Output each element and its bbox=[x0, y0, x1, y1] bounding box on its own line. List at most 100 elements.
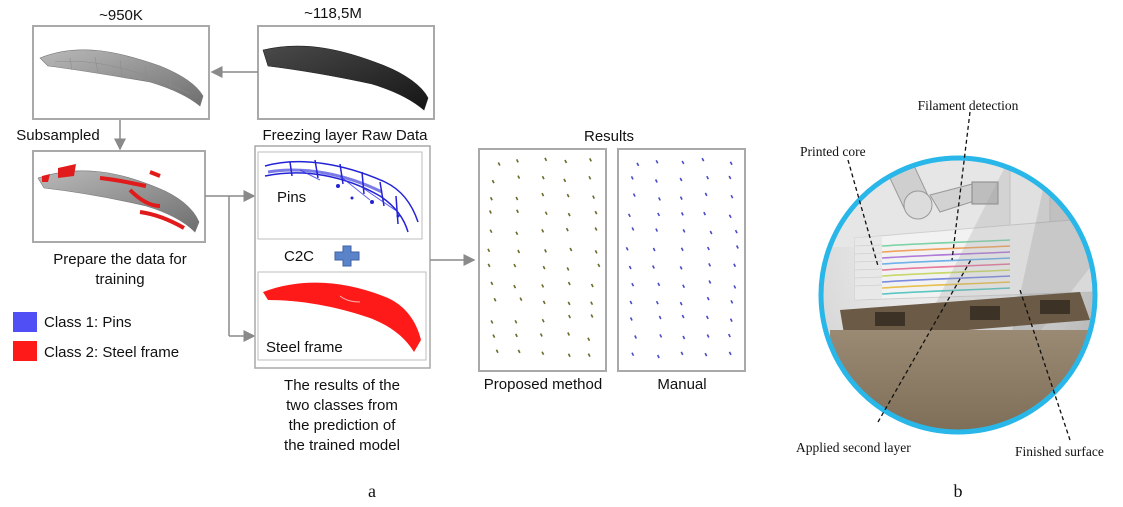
result-point bbox=[657, 212, 661, 217]
legend-label-steel-frame: Class 2: Steel frame bbox=[44, 344, 179, 361]
prediction-panel bbox=[254, 145, 431, 369]
printing-photo bbox=[821, 158, 1095, 432]
result-point bbox=[592, 195, 596, 199]
result-point bbox=[627, 213, 631, 218]
caption-line-1: The results of the bbox=[284, 377, 400, 394]
result-point bbox=[729, 161, 733, 166]
result-point bbox=[656, 354, 660, 359]
pins-prediction-image: Pins bbox=[257, 151, 423, 240]
result-point bbox=[541, 228, 545, 233]
result-point bbox=[487, 248, 491, 253]
result-point bbox=[564, 159, 568, 164]
caption-line-2: two classes from bbox=[286, 397, 398, 414]
proposed-method-label: Proposed method bbox=[484, 376, 602, 393]
raw-data-label: Freezing layer Raw Data bbox=[262, 127, 428, 144]
panel-b: Filament detection Printed core Applied … bbox=[796, 98, 1104, 501]
prepare-label-line2: training bbox=[95, 271, 144, 288]
result-point bbox=[490, 320, 494, 324]
result-point bbox=[566, 267, 570, 271]
finished-surface-label: Finished surface bbox=[1015, 444, 1104, 459]
result-point bbox=[680, 351, 684, 356]
legend-label-pins: Class 1: Pins bbox=[44, 314, 132, 331]
result-point bbox=[590, 314, 594, 318]
result-point bbox=[541, 284, 545, 288]
result-point bbox=[594, 210, 598, 215]
c2c-label: C2C bbox=[284, 248, 314, 265]
result-point bbox=[517, 349, 521, 354]
result-point bbox=[680, 211, 684, 216]
result-point bbox=[542, 265, 546, 270]
result-point bbox=[655, 300, 659, 305]
photo-ring bbox=[818, 155, 1098, 435]
result-point bbox=[567, 281, 571, 286]
manual-results-points bbox=[625, 157, 739, 359]
result-point bbox=[657, 282, 661, 287]
result-point bbox=[542, 300, 546, 305]
result-point bbox=[681, 160, 685, 165]
legend: Class 1: Pins Class 2: Steel frame bbox=[13, 312, 179, 361]
result-point bbox=[706, 175, 710, 180]
result-point bbox=[733, 263, 737, 268]
result-point bbox=[705, 315, 709, 320]
callout-lines bbox=[847, 111, 1071, 441]
result-point bbox=[488, 210, 492, 214]
panel-a: ~950K ~118,5M Subsampled Freezing layer … bbox=[13, 5, 746, 501]
result-point bbox=[632, 193, 636, 197]
caption-line-3: the prediction of bbox=[289, 417, 397, 434]
result-point bbox=[682, 229, 686, 233]
result-point bbox=[631, 282, 635, 287]
result-point bbox=[628, 265, 632, 270]
applied-second-layer-label: Applied second layer bbox=[796, 440, 911, 455]
result-point bbox=[567, 353, 571, 358]
result-point bbox=[490, 281, 494, 286]
result-point bbox=[588, 175, 592, 180]
result-point bbox=[544, 211, 548, 216]
result-point bbox=[587, 353, 591, 357]
result-point bbox=[679, 301, 683, 306]
plus-icon bbox=[334, 245, 360, 267]
prepare-label-line1: Prepare the data for bbox=[53, 251, 186, 268]
result-point bbox=[703, 211, 707, 216]
result-point bbox=[567, 332, 571, 336]
result-point bbox=[682, 284, 686, 289]
result-point bbox=[728, 175, 732, 180]
result-point bbox=[655, 159, 659, 164]
result-point bbox=[704, 192, 708, 197]
result-point bbox=[597, 263, 601, 268]
result-point bbox=[567, 212, 571, 217]
result-point bbox=[655, 228, 659, 232]
result-point bbox=[652, 247, 656, 252]
manual-results-box bbox=[617, 148, 746, 372]
result-point bbox=[513, 263, 517, 268]
result-point bbox=[541, 318, 545, 323]
result-point bbox=[517, 175, 521, 179]
result-point bbox=[514, 333, 518, 338]
result-point bbox=[704, 352, 708, 357]
result-point bbox=[544, 249, 547, 253]
result-point bbox=[517, 249, 521, 254]
result-point bbox=[563, 178, 567, 183]
result-point bbox=[625, 246, 629, 251]
result-point bbox=[629, 300, 633, 305]
result-point bbox=[728, 351, 732, 356]
result-point bbox=[727, 333, 731, 338]
result-point bbox=[493, 297, 497, 302]
result-point bbox=[491, 179, 495, 184]
result-point bbox=[590, 283, 594, 288]
result-point bbox=[594, 227, 598, 231]
proposed-results-box bbox=[478, 148, 607, 372]
result-point bbox=[680, 247, 684, 252]
result-point bbox=[679, 196, 683, 200]
result-point bbox=[679, 177, 683, 182]
result-point bbox=[594, 249, 598, 254]
raw-data-point-cloud-image bbox=[257, 25, 435, 120]
result-point bbox=[730, 194, 734, 199]
result-point bbox=[658, 315, 662, 320]
result-point bbox=[487, 263, 491, 268]
result-point bbox=[565, 227, 569, 232]
printed-core-label: Printed core bbox=[800, 144, 866, 159]
result-point bbox=[567, 301, 571, 306]
proposed-results-points bbox=[487, 157, 601, 358]
result-point bbox=[630, 175, 634, 180]
